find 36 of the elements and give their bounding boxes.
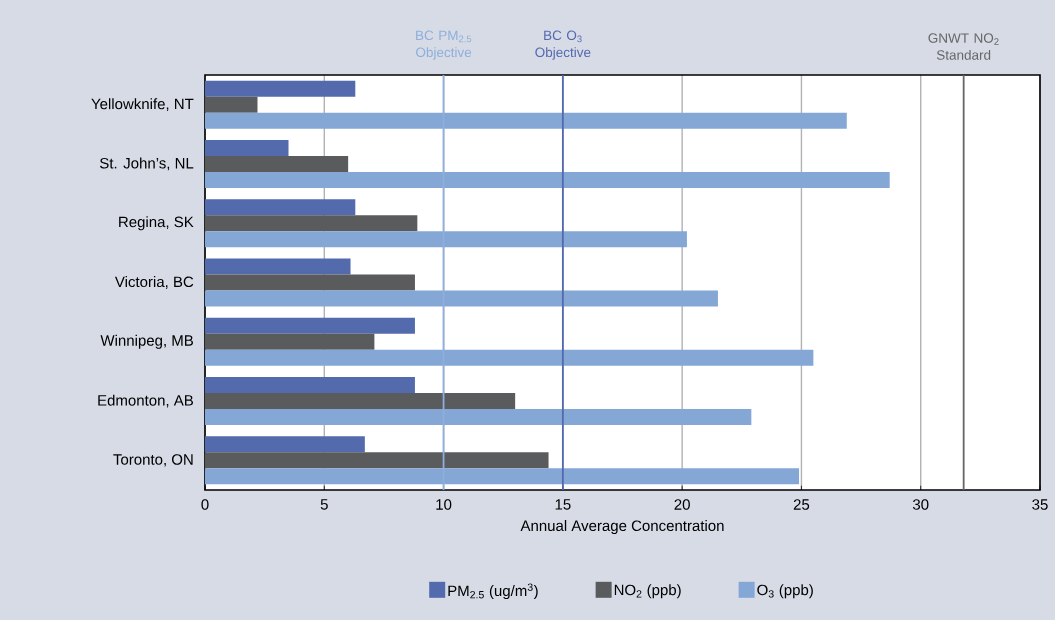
x-tick-label: 35 (1032, 499, 1048, 510)
bar (205, 215, 418, 232)
x-tick-label: 20 (674, 499, 690, 510)
legend-label: NO$_{2}$ (ppb) (614, 584, 681, 599)
bar (205, 199, 356, 216)
x-tick-label: 10 (436, 499, 452, 510)
bar (205, 436, 365, 453)
x-tick-label: 5 (320, 499, 328, 510)
bar (205, 377, 415, 394)
x-tick-label: 0 (201, 499, 209, 510)
y-tick-label: Toronto, ON (113, 454, 193, 467)
ref-line-label: BC O$_{3}$ Objective (535, 30, 591, 60)
y-tick-label: Edmonton, AB (98, 394, 193, 408)
bar (205, 274, 415, 291)
bar (205, 80, 356, 97)
x-tick-label: 30 (912, 499, 929, 510)
x-tick-label: 25 (793, 499, 810, 510)
bar (205, 155, 349, 172)
y-tick-label: Winnipeg, MB (100, 334, 193, 349)
legend-label: PM$_{2.5}$ (ug/m$^{3}$) (448, 583, 538, 600)
bar (205, 393, 516, 410)
bar (205, 96, 258, 113)
y-tick-label: Yellowknife, NT (91, 98, 194, 112)
x-tick-label: 15 (555, 499, 571, 510)
bar (205, 452, 549, 469)
y-tick-label: Regina, SK (119, 216, 194, 231)
ref-line-label: GNWT NO$_{2}$ Standard (928, 33, 999, 60)
bar (205, 333, 375, 350)
bar (205, 139, 289, 156)
y-tick-label: St. John’s, NL (99, 157, 194, 171)
bar (205, 317, 415, 334)
bar (205, 258, 351, 275)
legend-label: O$_{3}$ (ppb) (757, 584, 813, 599)
ref-line-label: BC PM$_{2.5}$ Objective (416, 30, 472, 60)
y-tick-label: Victoria, BC (114, 276, 194, 289)
x-axis-title: Annual Average Concentration (520, 520, 724, 534)
